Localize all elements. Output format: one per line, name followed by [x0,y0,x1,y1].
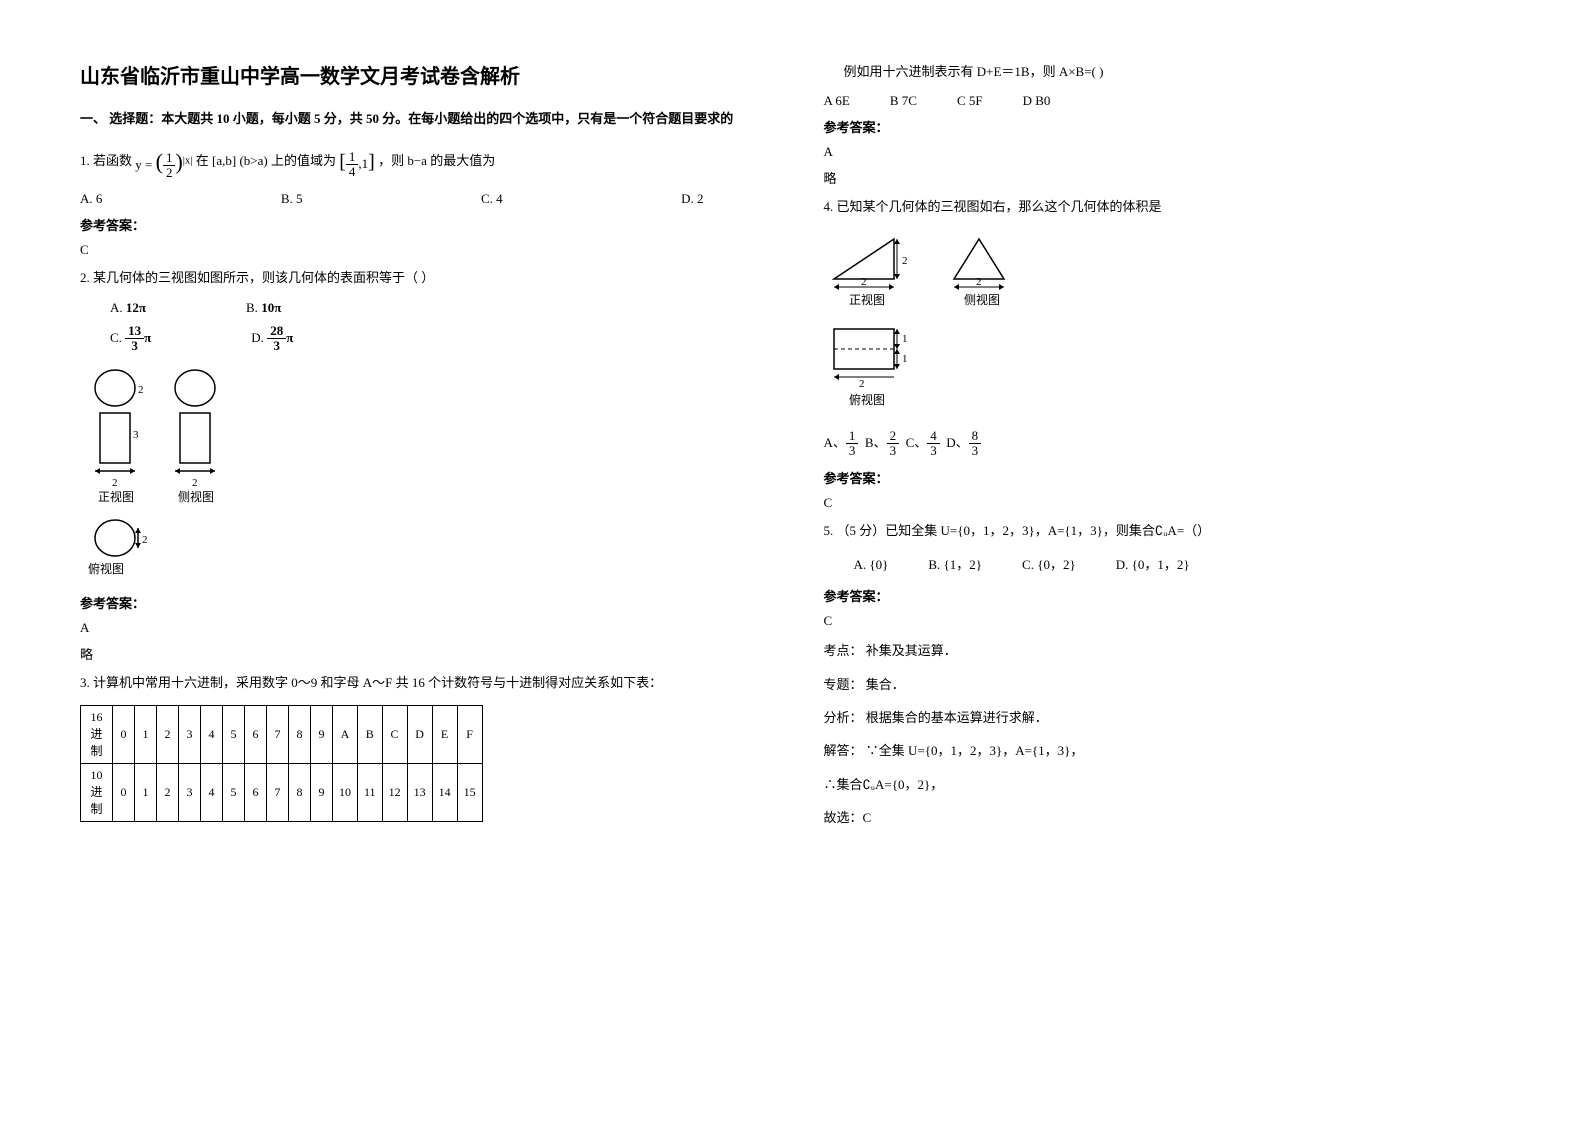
svg-text:2: 2 [142,534,148,546]
svg-text:2: 2 [138,384,144,396]
q1-optC: C. 4 [481,191,503,207]
q1-formula-y: y = (12)|x| [135,142,192,182]
q4-three-view: 2 2 正视图 2 侧视图 1 1 2 [824,229,1508,419]
question-2: 2. 某几何体的三视图如图所示，则该几何体的表面积等于（ ） [80,266,764,289]
q5-analysis-5: ∴集合∁ᵤA={0，2}， [824,773,1508,796]
svg-text:2: 2 [976,276,982,288]
svg-text:2: 2 [859,378,865,390]
question-3: 3. 计算机中常用十六进制，采用数字 0～9 和字母 A～F 共 16 个计数符… [80,671,764,694]
q1-optD: D. 2 [681,191,703,207]
q1-prefix: 1. 若函数 [80,153,132,168]
q4-optC: C、 [906,435,928,450]
q1-answer: C [80,242,764,258]
q3-optA: A 6E [824,93,850,109]
q4-optB: B、 [865,435,887,450]
q4-options: A、13 B、23 C、43 D、83 [824,429,1508,459]
q2-answer: A [80,620,764,636]
svg-text:俯视图: 俯视图 [88,561,124,576]
row-label: 16进制 [81,705,113,763]
q2-three-view: 2 正视图 2 3 2 侧视图 2 俯视图 [80,363,764,583]
q3-optC: C 5F [957,93,983,109]
section-header: 一、 选择题：本大题共 10 小题，每小题 5 分，共 50 分。在每小题给出的… [80,109,764,130]
q3-note: 略 [824,168,1508,187]
document-title: 山东省临沂市重山中学高一数学文月考试卷含解析 [80,60,764,89]
question-1: 1. 若函数 y = (12)|x| 在 [a,b] (b>a) 上的值域为 [… [80,142,764,182]
question-5: 5. （5 分）已知全集 U={0，1，2，3}，A={1，3}，则集合∁ᵤA=… [824,519,1508,542]
q1-interval: [a,b] (b>a) [212,153,268,168]
q1-tail: ，则 b−a 的最大值为 [378,153,495,168]
q5-analysis-1: 考点： 补集及其运算． [824,639,1508,662]
svg-text:俯视图: 俯视图 [849,392,885,407]
q3-hex-table: 16进制 0 1 2 3 4 5 6 7 8 9 A B C D E F 10进… [80,705,483,822]
q3-answer: A [824,144,1508,160]
q5-analysis-6: 故选：C [824,806,1508,829]
q5-options: A. {0} B. {1，2} C. {0，2} D. {0，1，2} [854,553,1508,576]
q3-example: 例如用十六进制表示有 D+E＝1B，则 A×B=( ) [844,60,1508,83]
svg-text:2: 2 [861,276,867,288]
table-row: 10进制 0 1 2 3 4 5 6 7 8 9 10 11 12 13 14 … [81,763,483,821]
svg-text:侧视图: 侧视图 [178,489,214,504]
q4-answer-label: 参考答案： [824,468,1508,487]
q1-answer-label: 参考答案： [80,215,764,234]
left-column: 山东省临沂市重山中学高一数学文月考试卷含解析 一、 选择题：本大题共 10 小题… [50,60,794,1062]
row-label: 10进制 [81,763,113,821]
q5-optB: B. {1，2} [928,553,982,576]
svg-text:侧视图: 侧视图 [964,292,1000,307]
q5-answer: C [824,613,1508,629]
q4-diagram-svg: 2 2 正视图 2 侧视图 1 1 2 [824,229,1054,419]
q5-optA: A. {0} [854,553,889,576]
table-row: 16进制 0 1 2 3 4 5 6 7 8 9 A B C D E F [81,705,483,763]
q1-mid1: 在 [196,153,209,168]
q1-options: A. 6 B. 5 C. 4 D. 2 [80,191,764,207]
q5-analysis-2: 专题： 集合． [824,673,1508,696]
svg-text:正视图: 正视图 [98,489,134,504]
svg-text:2: 2 [192,477,198,489]
q1-range: [14,1] [339,144,375,180]
svg-text:1: 1 [902,333,908,345]
q2-answer-label: 参考答案： [80,593,764,612]
q2-options: A. 12π B. 10π C. 133π D. 283π [110,300,764,354]
q4-answer: C [824,495,1508,511]
q1-optA: A. 6 [80,191,102,207]
q2-optA: A. 12π [110,300,146,316]
right-column: 例如用十六进制表示有 D+E＝1B，则 A×B=( ) A 6E B 7C C … [794,60,1538,1062]
svg-text:2: 2 [902,255,908,267]
q2-note: 略 [80,644,764,663]
svg-text:1: 1 [902,353,908,365]
q1-optB: B. 5 [281,191,303,207]
q2-diagram-svg: 2 正视图 2 3 2 侧视图 2 俯视图 [80,363,280,583]
q5-analysis-3: 分析： 根据集合的基本运算进行求解． [824,706,1508,729]
q3-answer-label: 参考答案： [824,117,1508,136]
q3-optD: D B0 [1023,93,1051,109]
q1-mid2: 上的值域为 [271,153,336,168]
q3-options: A 6E B 7C C 5F D B0 [824,93,1508,109]
q5-optD: D. {0，1，2} [1116,553,1190,576]
q4-optA: A、 [824,435,846,450]
q5-analysis-4: 解答： ∵全集 U={0，1，2，3}，A={1，3}， [824,739,1508,762]
q2-optB: B. 10π [246,300,281,316]
q3-optB: B 7C [890,93,917,109]
q2-optD: D. 283π [251,324,293,354]
q5-optC: C. {0，2} [1022,553,1076,576]
q5-answer-label: 参考答案： [824,586,1508,605]
q2-optC: C. 133π [110,324,151,354]
q4-optD: D、 [946,435,968,450]
svg-text:正视图: 正视图 [849,292,885,307]
svg-text:3: 3 [133,429,139,441]
question-4: 4. 已知某个几何体的三视图如右，那么这个几何体的体积是 [824,195,1508,218]
svg-text:2: 2 [112,477,118,489]
